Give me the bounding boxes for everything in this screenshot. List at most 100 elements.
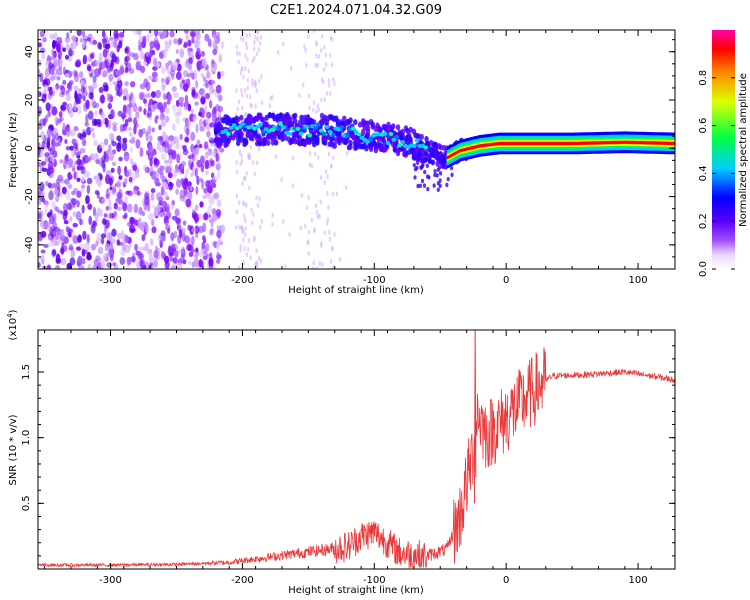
- spectrogram-cell: [150, 192, 155, 201]
- spectrogram-cell: [205, 181, 211, 190]
- spectrogram-cell: [38, 212, 42, 218]
- spectrogram-cell: [51, 106, 58, 116]
- spectrogram-cell: [87, 263, 92, 269]
- spectrogram-cell: [333, 231, 336, 237]
- spectrogram-cell: [188, 251, 194, 257]
- spectrogram-cell: [160, 66, 166, 75]
- spectrogram-cell: [154, 170, 160, 178]
- spectrogram-cell: [175, 143, 180, 150]
- spectrogram-cell: [81, 30, 86, 37]
- spectrogram-cell: [129, 216, 135, 225]
- spectrogram-cell: [323, 180, 326, 186]
- spectrogram-cell: [175, 188, 179, 195]
- spectrogram-cell: [105, 59, 109, 69]
- spectrogram-cell: [111, 161, 117, 166]
- spectrogram-cell: [122, 88, 129, 96]
- spectrogram-cell: [46, 141, 51, 149]
- spectrogram-cell: [157, 196, 164, 202]
- ridge-cell: [436, 187, 440, 192]
- spectrogram-cell: [200, 50, 205, 57]
- ridge-cell: [278, 122, 284, 127]
- ridge-cell: [419, 165, 423, 170]
- spectrogram-cell: [111, 53, 117, 62]
- spectrogram-cell: [123, 151, 130, 162]
- spectrogram-cell: [171, 247, 177, 253]
- spectrogram-cell: [73, 126, 79, 132]
- snr-y-multiplier-exponent: 4: [6, 313, 14, 318]
- spectrogram-cell: [235, 193, 239, 199]
- spectrogram-cell: [199, 88, 205, 96]
- ridge-cell: [324, 125, 330, 130]
- spectrogram-cell: [314, 203, 318, 209]
- spectrogram-cell: [258, 196, 261, 202]
- spectrogram-cell: [191, 235, 195, 245]
- spectrogram-cell: [178, 228, 183, 239]
- spectrogram-cell: [188, 190, 193, 201]
- spectrogram-cell: [191, 72, 195, 80]
- spectrogram-cell: [56, 43, 61, 53]
- spectrogram-cell: [47, 147, 52, 152]
- spectrogram-cell: [338, 256, 342, 262]
- ridge-cell: [348, 139, 353, 146]
- spectrogram-cell: [79, 147, 86, 154]
- spectrogram-cell: [124, 81, 129, 87]
- spectrogram-cell: [244, 232, 247, 238]
- ridge-cell: [425, 163, 429, 169]
- spectrogram-cell: [87, 110, 94, 120]
- spectrogram-cell: [173, 168, 178, 178]
- spectrogram-cell: [64, 73, 70, 78]
- ridge-cell: [362, 119, 368, 126]
- spectrogram-cell: [38, 124, 43, 130]
- spectrogram-cell: [152, 66, 158, 71]
- spectrogram-cell: [241, 92, 244, 98]
- spectrogram-cell: [302, 82, 305, 88]
- spectrogram-cell: [76, 105, 82, 115]
- ridge-cell: [449, 165, 454, 171]
- spectrogram-cell: [102, 70, 108, 78]
- spectrogram-cell: [86, 37, 92, 42]
- spectrogram-cell: [163, 101, 167, 109]
- spectrogram-cell: [100, 260, 106, 269]
- spectrogram-cell: [245, 33, 249, 39]
- spectrogram-cell: [333, 81, 336, 87]
- spectrogram-cell: [103, 138, 109, 146]
- spectrogram-cell: [181, 79, 185, 84]
- spectrogram-cell: [48, 61, 53, 69]
- spectrogram-cell: [173, 230, 178, 239]
- spectrogram-cell: [244, 112, 247, 118]
- x-tick-label: -300: [99, 275, 122, 286]
- spectrogram-cell: [185, 127, 190, 136]
- spectrogram-cell: [322, 66, 326, 72]
- spectrogram-cell: [112, 81, 118, 86]
- spectrogram-cell: [49, 103, 53, 111]
- spectrogram-cell: [63, 245, 68, 252]
- spectrogram-cell: [215, 37, 220, 45]
- spectrogram-cell: [219, 224, 226, 234]
- spectrogram-cell: [133, 203, 139, 214]
- spectrogram-cell: [76, 158, 82, 166]
- ridge-cell: [413, 175, 417, 180]
- spectrogram-cell: [105, 252, 110, 257]
- spectrogram-cell: [204, 151, 209, 160]
- ridge-cell: [313, 125, 318, 130]
- spectrogram-cell: [199, 201, 204, 208]
- spectrogram-cell: [82, 54, 88, 64]
- spectrogram-cell: [209, 139, 215, 144]
- spectrogram-cell: [248, 185, 251, 191]
- spectrogram-cell: [126, 221, 131, 227]
- spectrogram-cell: [71, 162, 76, 168]
- spectrogram-cell: [163, 116, 169, 122]
- spectrogram-cell: [260, 100, 264, 106]
- spectrogram-cell: [240, 66, 244, 72]
- spectrogram-cell: [202, 194, 208, 199]
- ridge-cell: [261, 117, 266, 124]
- ridge-cell: [297, 134, 303, 141]
- spectrogram-cell: [125, 264, 130, 269]
- spectrogram-cell: [149, 171, 153, 177]
- ridge-cell: [416, 156, 420, 161]
- ridge-cell: [395, 124, 401, 131]
- colorbar-gradient: [712, 30, 735, 269]
- spectrogram-cell: [81, 129, 87, 139]
- spectrogram-cell: [38, 233, 41, 242]
- snr-x-axis-label: Height of straight line (km): [288, 585, 424, 596]
